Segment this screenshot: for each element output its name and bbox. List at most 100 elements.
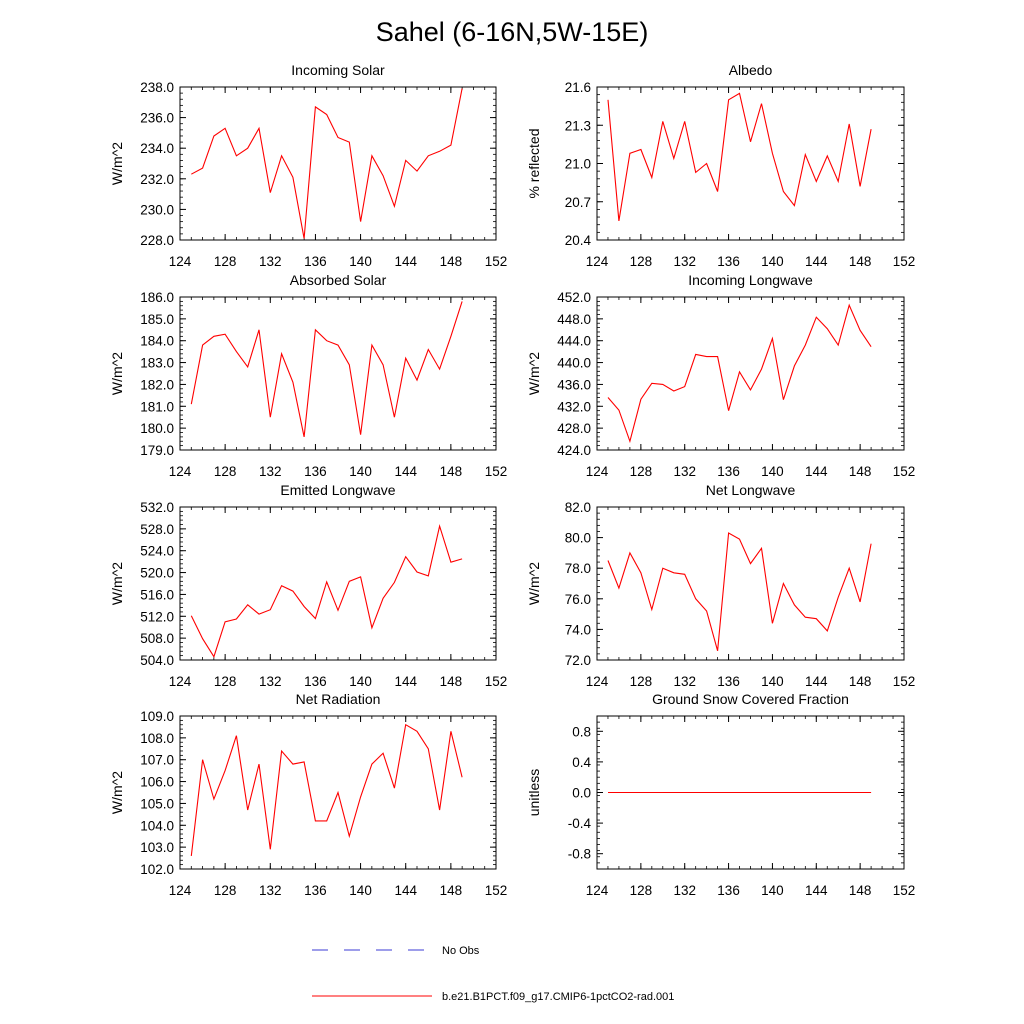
y-tick-label: 432.0	[557, 399, 591, 414]
x-tick-label: 132	[673, 883, 696, 898]
y-tick-label: 0.0	[572, 786, 591, 801]
y-tick-label: 184.0	[140, 334, 174, 349]
x-tick-label: 144	[394, 674, 417, 689]
series-line	[190, 523, 463, 658]
y-tick-label: 104.0	[140, 818, 174, 833]
series-line	[607, 532, 872, 651]
y-tick-label: 424.0	[557, 443, 591, 458]
x-tick-label: 132	[259, 464, 282, 479]
y-tick-label: 179.0	[140, 443, 174, 458]
y-tick-label: 109.0	[140, 709, 174, 724]
x-tick-label: 124	[169, 464, 192, 479]
x-tick-label: 128	[214, 464, 237, 479]
y-tick-label: 107.0	[140, 753, 174, 768]
x-tick-label: 132	[259, 883, 282, 898]
y-tick-label: 504.0	[140, 653, 174, 668]
x-tick-label: 136	[717, 674, 740, 689]
x-tick-label: 140	[761, 254, 784, 269]
y-tick-label: 532.0	[140, 500, 174, 515]
panel-7: Ground Snow Covered Fraction unitless 124 1…	[526, 691, 915, 898]
y-tick-label: 232.0	[140, 172, 174, 187]
y-tick-label: 78.0	[565, 561, 591, 576]
y-tick-label: 452.0	[557, 290, 591, 305]
x-tick-label: 124	[586, 674, 609, 689]
y-tick-label: 74.0	[565, 622, 591, 637]
x-tick-label: 144	[805, 464, 828, 479]
x-tick-label: 148	[849, 674, 872, 689]
panel-title: Ground Snow Covered Fraction	[652, 691, 849, 707]
y-tick-label: 76.0	[565, 592, 591, 607]
y-tick-label: -0.4	[568, 816, 592, 831]
x-tick-label: 136	[717, 254, 740, 269]
x-tick-label: 140	[349, 883, 372, 898]
x-tick-label: 148	[849, 254, 872, 269]
y-tick-label: 528.0	[140, 522, 174, 537]
panel-title: Incoming Longwave	[688, 272, 813, 288]
figure-title: Sahel (6-16N,5W-15E)	[376, 17, 649, 47]
y-axis-label: W/m^2	[109, 352, 125, 395]
y-axis-label: % reflected	[526, 128, 542, 198]
x-tick-label: 128	[214, 883, 237, 898]
y-tick-label: 524.0	[140, 544, 174, 559]
x-tick-label: 152	[485, 674, 508, 689]
x-tick-label: 136	[717, 883, 740, 898]
x-tick-label: 136	[304, 464, 327, 479]
y-axis-label: W/m^2	[109, 562, 125, 605]
x-tick-label: 132	[259, 254, 282, 269]
series-line	[607, 92, 872, 221]
x-tick-label: 132	[673, 254, 696, 269]
x-tick-label: 152	[893, 674, 916, 689]
x-tick-label: 124	[586, 464, 609, 479]
panel-title: Absorbed Solar	[290, 272, 387, 288]
y-tick-label: 230.0	[140, 202, 174, 217]
y-axis-label: W/m^2	[109, 142, 125, 185]
y-tick-label: 182.0	[140, 377, 174, 392]
y-axis-label: unitless	[526, 769, 542, 816]
x-tick-label: 152	[893, 883, 916, 898]
y-tick-label: 102.0	[140, 862, 174, 877]
panel-2: Absorbed Solar W/m^2 124 128 132 136 140 144 148…	[109, 272, 507, 479]
x-tick-label: 140	[349, 464, 372, 479]
y-tick-label: 512.0	[140, 609, 174, 624]
x-tick-label: 152	[485, 254, 508, 269]
x-tick-label: 144	[394, 883, 417, 898]
plot-frame	[179, 296, 497, 451]
x-tick-label: 136	[717, 464, 740, 479]
y-tick-label: 444.0	[557, 334, 591, 349]
y-tick-label: 520.0	[140, 566, 174, 581]
y-tick-label: 80.0	[565, 531, 591, 546]
panel-title: Albedo	[729, 62, 773, 78]
x-tick-label: 148	[440, 674, 463, 689]
x-tick-label: 152	[485, 464, 508, 479]
x-tick-label: 144	[805, 674, 828, 689]
x-tick-label: 136	[304, 674, 327, 689]
y-tick-label: 236.0	[140, 111, 174, 126]
x-tick-label: 140	[349, 674, 372, 689]
x-tick-label: 132	[673, 464, 696, 479]
y-tick-label: 428.0	[557, 421, 591, 436]
panel-title: Net Radiation	[296, 691, 381, 707]
x-tick-label: 128	[630, 254, 653, 269]
plot-frame	[179, 86, 497, 241]
plot-frame	[596, 506, 905, 661]
panel-6: Net Radiation W/m^2 124 128 132 136 140 144 148 1…	[109, 691, 507, 898]
plot-frame	[179, 506, 497, 661]
y-tick-label: 185.0	[140, 312, 174, 327]
y-tick-label: 186.0	[140, 290, 174, 305]
panel-title: Net Longwave	[706, 482, 796, 498]
panel-0: Incoming Solar W/m^2 124 128 132 136 140 144 148…	[109, 62, 507, 269]
series-line	[190, 723, 463, 856]
legend-model-label: b.e21.B1PCT.f09_g17.CMIP6-1pctCO2-rad.00…	[442, 991, 674, 1003]
y-tick-label: 448.0	[557, 312, 591, 327]
x-tick-label: 148	[440, 464, 463, 479]
series-line	[607, 303, 872, 444]
x-tick-label: 148	[849, 883, 872, 898]
x-tick-label: 140	[349, 254, 372, 269]
x-tick-label: 140	[761, 883, 784, 898]
legend: No Obs b.e21.B1PCT.f09_g17.CMIP6-1pctCO2…	[312, 945, 674, 1003]
y-tick-label: 0.8	[572, 724, 591, 739]
y-tick-label: 508.0	[140, 631, 174, 646]
x-tick-label: 140	[761, 464, 784, 479]
y-tick-label: 105.0	[140, 796, 174, 811]
